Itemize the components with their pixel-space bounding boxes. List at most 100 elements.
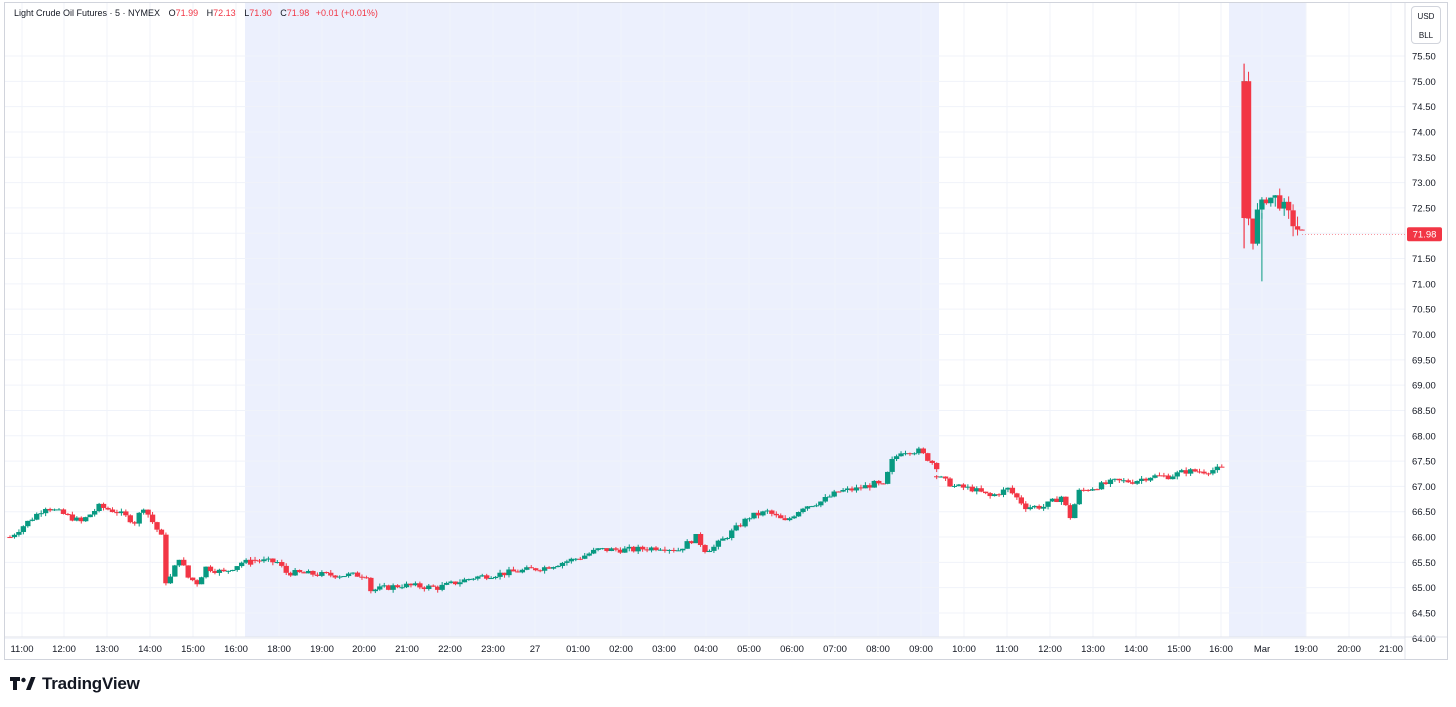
candle-body [577, 558, 583, 560]
x-tick-label: 14:00 [1124, 644, 1148, 655]
candle-body [65, 513, 71, 515]
candle [929, 460, 935, 465]
candle [132, 521, 138, 526]
tradingview-logo[interactable]: TradingView [10, 674, 140, 694]
candle [189, 577, 196, 582]
candle-body [359, 576, 365, 578]
candle-body [599, 548, 606, 550]
candle [595, 548, 601, 552]
candle-body [639, 546, 646, 550]
candle [439, 582, 445, 592]
candle [1272, 195, 1278, 207]
currency-unit-selector[interactable]: USD BLL [1411, 6, 1441, 44]
candle-body [956, 484, 962, 486]
x-tick-label: 12:00 [52, 644, 76, 655]
candle [1187, 468, 1194, 477]
candle [862, 482, 869, 489]
candle [733, 522, 739, 532]
price-tag-bg [1407, 227, 1442, 242]
candle [1076, 488, 1082, 505]
candle-body [733, 525, 739, 531]
candle [91, 508, 98, 517]
candle [154, 521, 160, 533]
candle [737, 523, 744, 528]
candle [751, 512, 757, 520]
candle [786, 516, 793, 522]
candle [136, 512, 142, 527]
candle-body [430, 585, 436, 587]
candle-body [720, 538, 726, 541]
candle-body [1103, 482, 1109, 485]
candle-body [149, 514, 156, 523]
candle [951, 483, 958, 488]
candle-body [537, 570, 543, 572]
candle-body [203, 566, 209, 578]
candle [417, 581, 423, 590]
candle [403, 581, 410, 589]
close-value: 71.98 [286, 8, 310, 18]
candle-body [969, 486, 975, 492]
candle-body [16, 532, 22, 535]
candle [341, 575, 347, 578]
candle [965, 484, 971, 490]
candle [408, 583, 414, 588]
candle-body [568, 558, 575, 562]
candle-body [617, 549, 624, 553]
y-tick-label: 69.00 [1412, 381, 1436, 392]
candle-body [181, 559, 187, 566]
candle [292, 568, 298, 576]
candle [1174, 470, 1180, 480]
candle [145, 509, 151, 518]
candle [167, 573, 174, 584]
candle [314, 572, 321, 577]
candle-body [1134, 480, 1140, 484]
candle-body [1183, 470, 1189, 474]
x-tick-label: 16:00 [224, 644, 248, 655]
candle-body [595, 548, 601, 550]
candle-body [702, 545, 708, 553]
candle-body [947, 478, 953, 487]
x-tick-label: 04:00 [694, 644, 718, 655]
candle [653, 546, 659, 552]
candle-body [1179, 470, 1185, 473]
candle [639, 545, 646, 552]
candle [604, 548, 610, 553]
candle [243, 558, 249, 565]
candle-body [1130, 482, 1136, 484]
candle [1254, 203, 1261, 246]
y-tick-label: 74.50 [1412, 102, 1436, 113]
candle-body [78, 517, 84, 522]
candle [608, 547, 615, 552]
candle [568, 557, 575, 564]
candle [1009, 485, 1016, 495]
candle [804, 506, 811, 511]
candle [96, 502, 102, 513]
candle-body [835, 491, 842, 493]
y-tick-label: 75.00 [1412, 77, 1436, 88]
x-tick-label: 21:00 [1379, 644, 1403, 655]
candle-body [154, 522, 160, 530]
candle [631, 545, 637, 553]
candle-body [706, 550, 713, 553]
candle [492, 575, 499, 580]
y-tick-label: 73.00 [1412, 178, 1436, 189]
candle-body [439, 584, 445, 590]
candle-body [274, 562, 280, 564]
candle [1085, 489, 1091, 492]
candle [7, 535, 13, 539]
candle [381, 582, 387, 588]
candle [795, 511, 802, 517]
candle-body [1138, 478, 1145, 481]
candle-body [671, 549, 677, 551]
candle-body [314, 574, 321, 576]
candle-body [1187, 469, 1194, 474]
candle [1219, 464, 1225, 468]
candle-body [412, 583, 419, 586]
candle-body [484, 575, 490, 579]
candle [328, 570, 334, 578]
candle [123, 509, 129, 517]
candle-body [506, 569, 512, 576]
candle [394, 584, 401, 589]
candle [893, 454, 900, 462]
